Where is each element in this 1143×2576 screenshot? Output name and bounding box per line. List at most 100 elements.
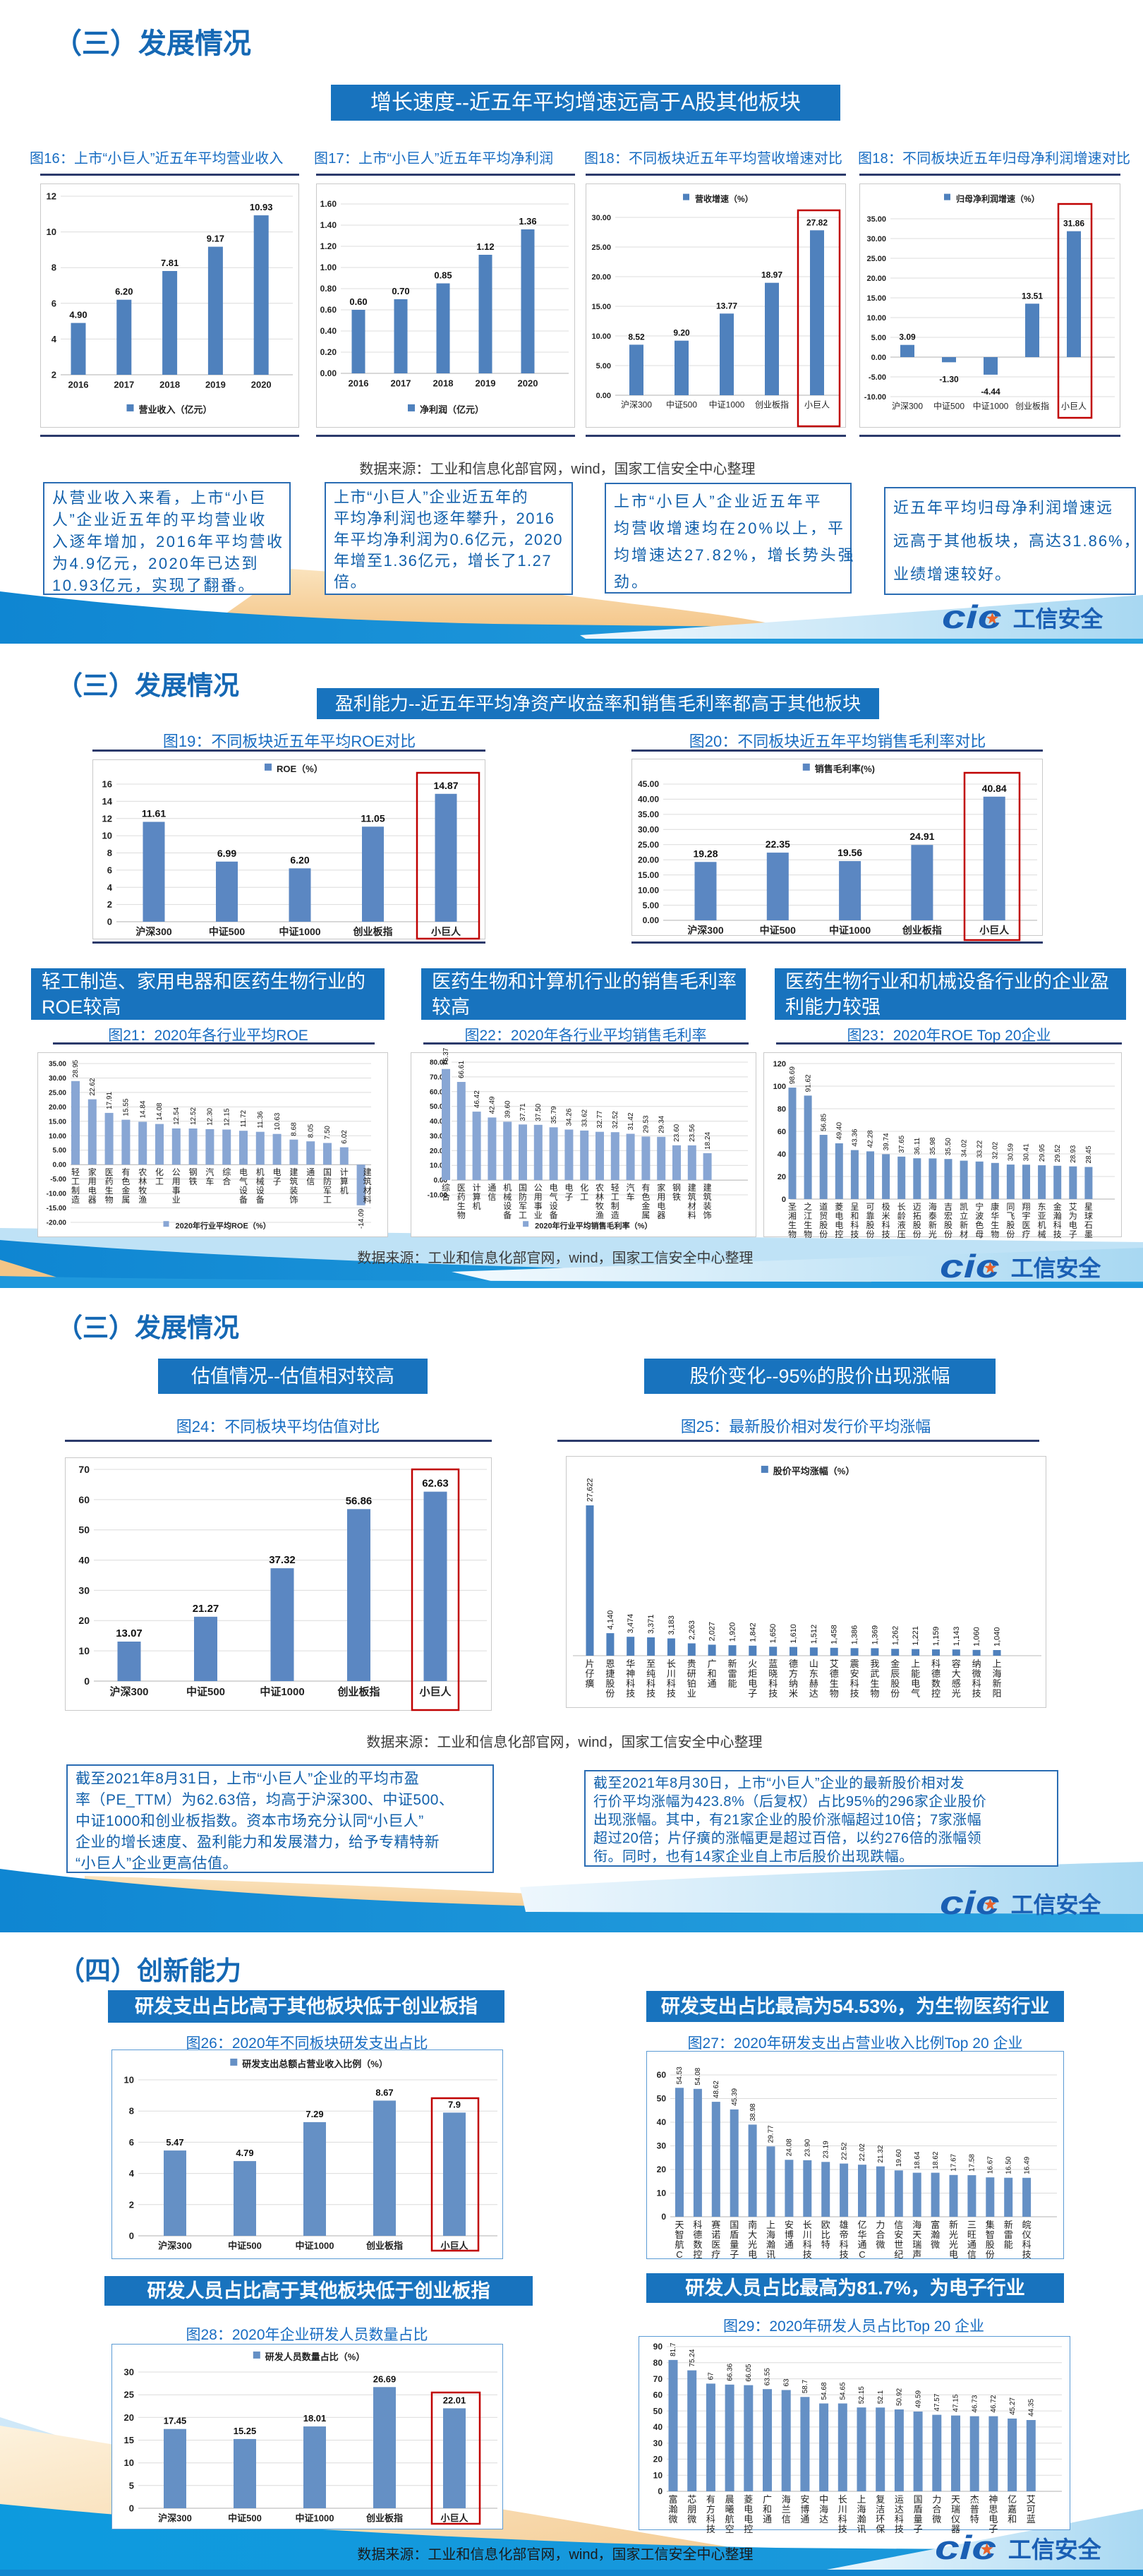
svg-text:23.19: 23.19 <box>822 2141 830 2158</box>
svg-text:凯立新材: 凯立新材 <box>960 1202 968 1239</box>
svg-text:8: 8 <box>52 263 56 273</box>
svg-text:中证1000: 中证1000 <box>296 2240 334 2251</box>
svg-text:28.45: 28.45 <box>1085 1145 1093 1163</box>
svg-text:35.98: 35.98 <box>929 1137 937 1155</box>
svg-text:纳微科技: 纳微科技 <box>972 1659 981 1699</box>
svg-text:工信安全: 工信安全 <box>1011 1256 1102 1281</box>
svg-text:建筑装饰: 建筑装饰 <box>703 1183 712 1220</box>
svg-text:汽车: 汽车 <box>205 1167 214 1186</box>
svg-text:35.79: 35.79 <box>550 1106 558 1124</box>
svg-text:40: 40 <box>778 1150 786 1159</box>
svg-text:科德数控: 科德数控 <box>693 2220 702 2260</box>
svg-text:-4.44: -4.44 <box>981 387 1000 397</box>
svg-text:上海瀚讯: 上海瀚讯 <box>766 2220 775 2260</box>
svg-text:2020: 2020 <box>518 378 538 388</box>
svg-text:75.24: 75.24 <box>689 2349 696 2366</box>
svg-text:中证1000: 中证1000 <box>973 401 1009 411</box>
svg-text:1.00: 1.00 <box>320 263 337 272</box>
svg-text:24.08: 24.08 <box>786 2138 794 2156</box>
svg-text:道贸股份: 道贸股份 <box>819 1202 828 1239</box>
svg-text:复洁环保: 复洁环保 <box>876 2494 885 2534</box>
svg-text:20.00: 20.00 <box>638 855 659 865</box>
svg-text:通信: 通信 <box>306 1167 315 1186</box>
svg-text:80.00: 80.00 <box>430 1059 447 1067</box>
svg-text:-5.00: -5.00 <box>869 373 886 382</box>
svg-text:中证1000: 中证1000 <box>709 399 745 410</box>
svg-text:之江生物: 之江生物 <box>804 1202 812 1239</box>
svg-text:10: 10 <box>47 227 56 237</box>
svg-text:24.91: 24.91 <box>909 831 934 842</box>
svg-text:-20.00: -20.00 <box>47 1220 67 1227</box>
svg-text:13.07: 13.07 <box>116 1627 143 1639</box>
svg-text:翔宇医疗: 翔宇医疗 <box>1022 1202 1030 1239</box>
svg-text:6.99: 6.99 <box>217 848 236 859</box>
svg-text:4: 4 <box>52 334 57 344</box>
svg-text:15.25: 15.25 <box>234 2426 257 2436</box>
svg-text:20.00: 20.00 <box>866 275 886 283</box>
svg-text:2018: 2018 <box>433 378 454 388</box>
svg-text:22.35: 22.35 <box>766 838 790 850</box>
svg-text:17.45: 17.45 <box>164 2416 187 2426</box>
svg-text:1,159: 1,159 <box>932 1627 941 1647</box>
svg-text:29.95: 29.95 <box>1039 1144 1046 1162</box>
svg-text:54.65: 54.65 <box>840 2382 847 2400</box>
svg-text:新光光电: 新光光电 <box>949 2220 958 2260</box>
svg-text:18.64: 18.64 <box>914 2151 921 2169</box>
svg-text:康华生物: 康华生物 <box>991 1201 999 1239</box>
svg-text:5.47: 5.47 <box>166 2137 183 2148</box>
svg-text:7.9: 7.9 <box>448 2099 461 2109</box>
svg-text:11.72: 11.72 <box>240 1109 248 1127</box>
svg-text:30.00: 30.00 <box>591 214 611 222</box>
svg-text:37.65: 37.65 <box>898 1135 906 1152</box>
svg-text:0.80: 0.80 <box>320 284 337 294</box>
svg-text:8.67: 8.67 <box>375 2087 393 2097</box>
svg-text:25.00: 25.00 <box>591 243 611 252</box>
svg-text:国防军工: 国防军工 <box>519 1183 527 1220</box>
svg-text:4.79: 4.79 <box>236 2148 253 2158</box>
svg-text:44.35: 44.35 <box>1028 2399 1036 2416</box>
svg-text:股价平均涨幅（%）: 股价平均涨幅（%） <box>773 1466 855 1476</box>
svg-text:39.60: 39.60 <box>504 1100 512 1118</box>
svg-text:富瀚微: 富瀚微 <box>931 2220 940 2250</box>
svg-text:轻工制造: 轻工制造 <box>611 1183 619 1220</box>
svg-text:研发支出总额占营业收入比例（%）: 研发支出总额占营业收入比例（%） <box>242 2059 388 2069</box>
svg-text:56.86: 56.86 <box>346 1495 373 1507</box>
svg-text:21.27: 21.27 <box>193 1603 219 1615</box>
svg-text:创业板指: 创业板指 <box>365 2512 403 2523</box>
svg-text:32.77: 32.77 <box>596 1110 604 1128</box>
svg-text:1.12: 1.12 <box>476 241 494 252</box>
svg-text:1,920: 1,920 <box>729 1623 737 1642</box>
svg-text:神思电子: 神思电子 <box>988 2494 998 2534</box>
svg-text:艾为电子: 艾为电子 <box>1069 1202 1077 1239</box>
svg-text:东亚机械: 东亚机械 <box>1038 1202 1046 1239</box>
svg-text:31.42: 31.42 <box>627 1112 635 1130</box>
svg-text:26.69: 26.69 <box>373 2373 397 2384</box>
svg-text:3.09: 3.09 <box>899 332 916 342</box>
svg-text:40: 40 <box>653 2422 663 2432</box>
svg-text:菱电电控: 菱电电控 <box>835 1202 843 1239</box>
svg-text:震安科技: 震安科技 <box>850 1659 859 1699</box>
svg-text:极米科技: 极米科技 <box>882 1202 890 1239</box>
svg-text:1,386: 1,386 <box>851 1625 859 1645</box>
svg-text:22.62: 22.62 <box>89 1078 97 1095</box>
svg-text:医药生物: 医药生物 <box>457 1183 466 1220</box>
svg-text:6: 6 <box>52 298 56 308</box>
svg-text:17.67: 17.67 <box>950 2153 958 2171</box>
svg-text:19.60: 19.60 <box>895 2149 903 2167</box>
svg-text:上海新阳: 上海新阳 <box>992 1659 1001 1699</box>
svg-text:-1.30: -1.30 <box>939 374 959 384</box>
svg-text:中证500: 中证500 <box>228 2512 262 2523</box>
svg-text:16.50: 16.50 <box>1005 2156 1012 2174</box>
svg-text:37.50: 37.50 <box>535 1103 543 1121</box>
svg-text:安博通: 安博通 <box>785 2220 794 2250</box>
svg-text:1.60: 1.60 <box>320 199 337 209</box>
svg-text:17.91: 17.91 <box>106 1091 114 1109</box>
svg-text:30: 30 <box>657 2141 667 2151</box>
svg-text:2,263: 2,263 <box>688 1620 696 1640</box>
svg-text:轻工制造: 轻工制造 <box>71 1167 80 1205</box>
svg-text:沪深300: 沪深300 <box>892 402 923 411</box>
svg-text:中证500: 中证500 <box>228 2240 262 2251</box>
svg-text:恩捷股份: 恩捷股份 <box>605 1659 615 1699</box>
svg-text:2020年行业平均ROE（%）: 2020年行业平均ROE（%） <box>176 1221 271 1231</box>
